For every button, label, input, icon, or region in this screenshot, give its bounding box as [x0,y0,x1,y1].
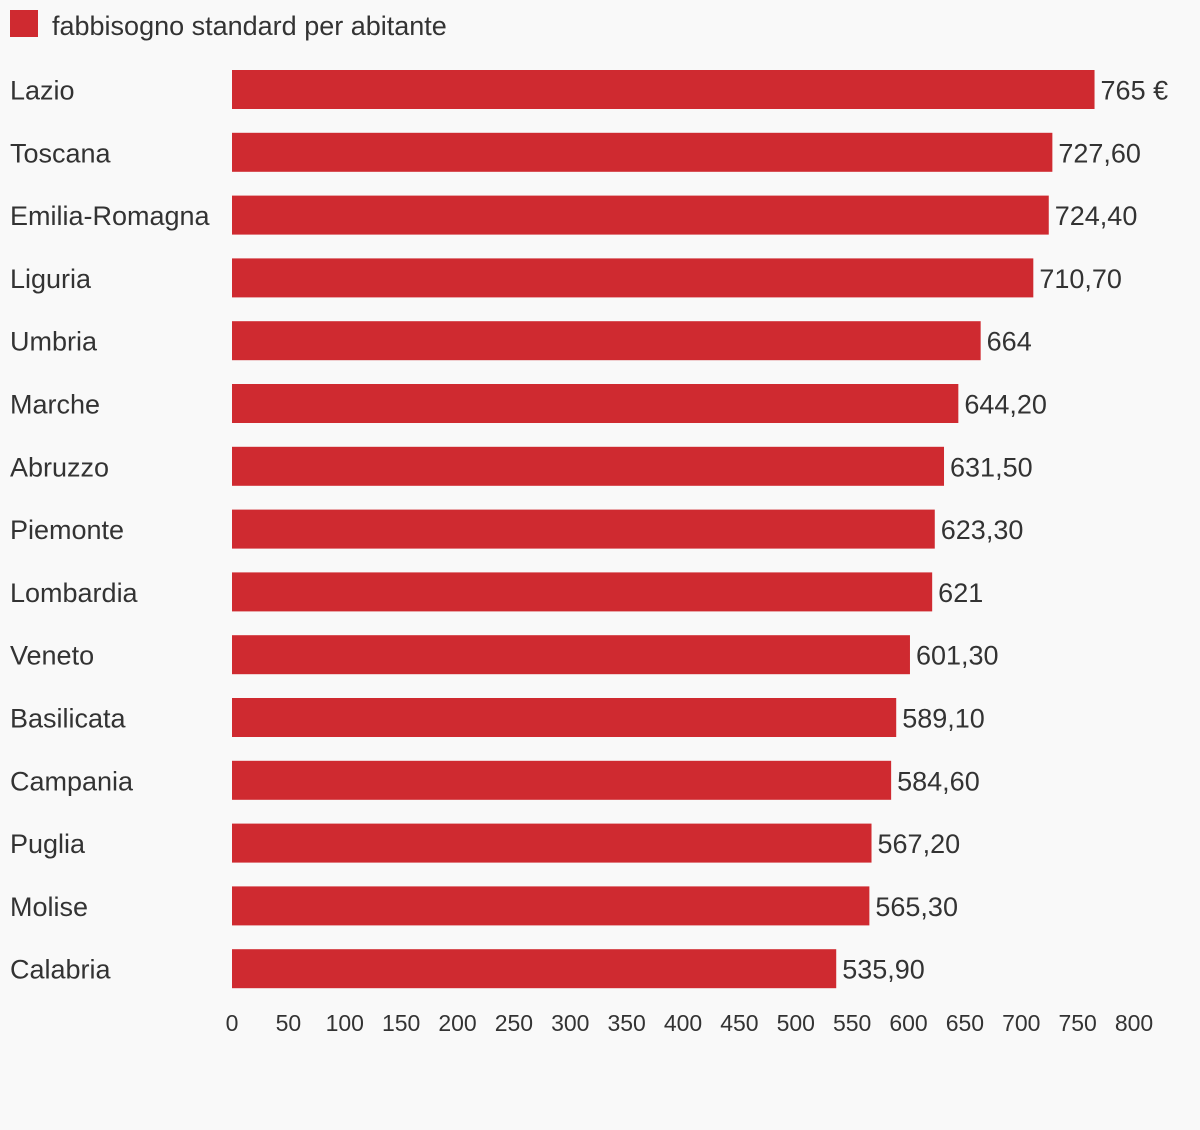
value-label: 623,30 [941,515,1024,545]
bar [232,760,892,800]
bar [232,698,897,737]
x-tick-label: 650 [946,1010,984,1036]
value-label: 601,30 [916,641,999,671]
x-tick-label: 450 [720,1010,758,1036]
x-tick-label: 700 [1002,1010,1040,1036]
x-tick-label: 350 [607,1010,645,1036]
x-tick-label: 50 [276,1010,302,1036]
x-tick-label: 400 [664,1010,702,1036]
category-label: Abruzzo [10,452,109,482]
category-label: Molise [10,892,88,922]
category-label: Umbria [10,327,98,357]
x-tick-label: 300 [551,1010,589,1036]
category-label: Emilia-Romagna [10,201,211,231]
category-label: Calabria [10,955,112,985]
category-label: Basilicata [10,704,127,734]
legend-label: fabbisogno standard per abitante [52,11,447,41]
bar [232,321,981,361]
bar [232,823,872,863]
bar [232,70,1095,109]
category-label: Lombardia [10,578,139,608]
bar [232,384,959,423]
x-tick-label: 800 [1115,1010,1153,1036]
x-tick-label: 200 [438,1010,476,1036]
x-axis: 0 50 100 150 200 250 300 350 400 450 500 550 600 650 7… [226,1010,1154,1036]
category-label: Piemonte [10,515,124,545]
category-label: Veneto [10,641,94,671]
bar [232,132,1053,172]
x-tick-label: 0 [226,1010,239,1036]
x-tick-label: 500 [777,1010,815,1036]
x-tick-label: 550 [833,1010,871,1036]
x-tick-label: 100 [326,1010,364,1036]
legend: fabbisogno standard per abitante [10,10,447,41]
bar [232,258,1034,298]
value-label: 535,90 [842,955,925,985]
value-label: 765 € [1101,76,1169,106]
value-label: 710,70 [1039,264,1122,294]
bar [232,446,945,486]
bar [232,572,933,612]
x-tick-label: 250 [495,1010,533,1036]
category-label: Marche [10,390,100,420]
value-label: 621 [938,578,983,608]
value-label: 589,10 [902,704,985,734]
bar [232,195,1049,235]
category-label: Lazio [10,76,75,106]
value-label: 584,60 [897,766,980,796]
legend-swatch [10,10,38,37]
plot-area: Lazio 765 € Toscana 727,60 Emilia-Romagna 724… [10,70,1169,989]
category-label: Liguria [10,264,92,294]
value-label: 631,50 [950,452,1033,482]
value-label: 644,20 [964,390,1047,420]
bar [232,509,935,549]
bar [232,949,837,989]
value-label: 567,20 [878,829,961,859]
bar [232,635,910,675]
value-label: 727,60 [1058,138,1141,168]
value-label: 565,30 [875,892,958,922]
category-label: Puglia [10,829,86,859]
value-label: 664 [987,327,1032,357]
x-tick-label: 150 [382,1010,420,1036]
category-label: Toscana [10,138,112,168]
x-tick-label: 600 [889,1010,927,1036]
category-label: Campania [10,766,134,796]
value-label: 724,40 [1055,201,1138,231]
bar [232,886,870,926]
x-tick-label: 750 [1058,1010,1096,1036]
